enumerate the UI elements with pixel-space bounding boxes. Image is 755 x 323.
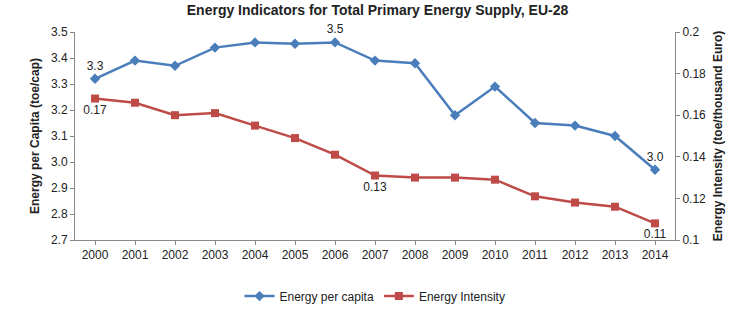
svg-text:Energy per Capita (toe/cap): Energy per Capita (toe/cap) xyxy=(28,58,42,214)
svg-text:2000: 2000 xyxy=(82,248,109,262)
svg-text:0.1: 0.1 xyxy=(682,233,699,247)
svg-text:0.12: 0.12 xyxy=(682,192,706,206)
svg-text:0.18: 0.18 xyxy=(682,67,706,81)
svg-text:0.14: 0.14 xyxy=(682,150,706,164)
svg-text:2012: 2012 xyxy=(562,248,589,262)
svg-text:0.17: 0.17 xyxy=(83,103,107,117)
svg-text:3.0: 3.0 xyxy=(647,150,664,164)
svg-text:Energy Intensity: Energy Intensity xyxy=(419,290,505,304)
svg-text:2005: 2005 xyxy=(282,248,309,262)
svg-text:3.0: 3.0 xyxy=(51,155,68,169)
svg-text:2.9: 2.9 xyxy=(51,181,68,195)
svg-text:2.7: 2.7 xyxy=(51,233,68,247)
svg-text:2013: 2013 xyxy=(602,248,629,262)
svg-text:2002: 2002 xyxy=(162,248,189,262)
svg-text:3.5: 3.5 xyxy=(51,25,68,39)
svg-text:3.1: 3.1 xyxy=(51,129,68,143)
svg-text:Energy Indicators for Total Pr: Energy Indicators for Total Primary Ener… xyxy=(187,2,569,18)
svg-text:2007: 2007 xyxy=(362,248,389,262)
svg-text:2.8: 2.8 xyxy=(51,207,68,221)
svg-text:3.2: 3.2 xyxy=(51,103,68,117)
svg-text:2011: 2011 xyxy=(522,248,548,262)
svg-text:2004: 2004 xyxy=(242,248,269,262)
svg-text:0.11: 0.11 xyxy=(644,227,667,241)
svg-text:3.4: 3.4 xyxy=(51,51,68,65)
svg-text:2010: 2010 xyxy=(482,248,509,262)
svg-text:0.13: 0.13 xyxy=(363,180,387,194)
svg-text:3.3: 3.3 xyxy=(51,77,68,91)
svg-text:2001: 2001 xyxy=(122,248,149,262)
svg-text:2009: 2009 xyxy=(442,248,469,262)
svg-text:2003: 2003 xyxy=(202,248,229,262)
svg-text:3.3: 3.3 xyxy=(87,59,104,73)
svg-text:Energy Intensity (toe/thousand: Energy Intensity (toe/thousand Euro) xyxy=(711,31,725,242)
svg-text:0.16: 0.16 xyxy=(682,108,706,122)
svg-text:2014: 2014 xyxy=(642,248,669,262)
svg-text:0.2: 0.2 xyxy=(682,25,699,39)
svg-text:Energy per capita: Energy per capita xyxy=(280,290,374,304)
svg-text:3.5: 3.5 xyxy=(327,22,344,36)
svg-text:2006: 2006 xyxy=(322,248,349,262)
svg-text:2008: 2008 xyxy=(402,248,429,262)
